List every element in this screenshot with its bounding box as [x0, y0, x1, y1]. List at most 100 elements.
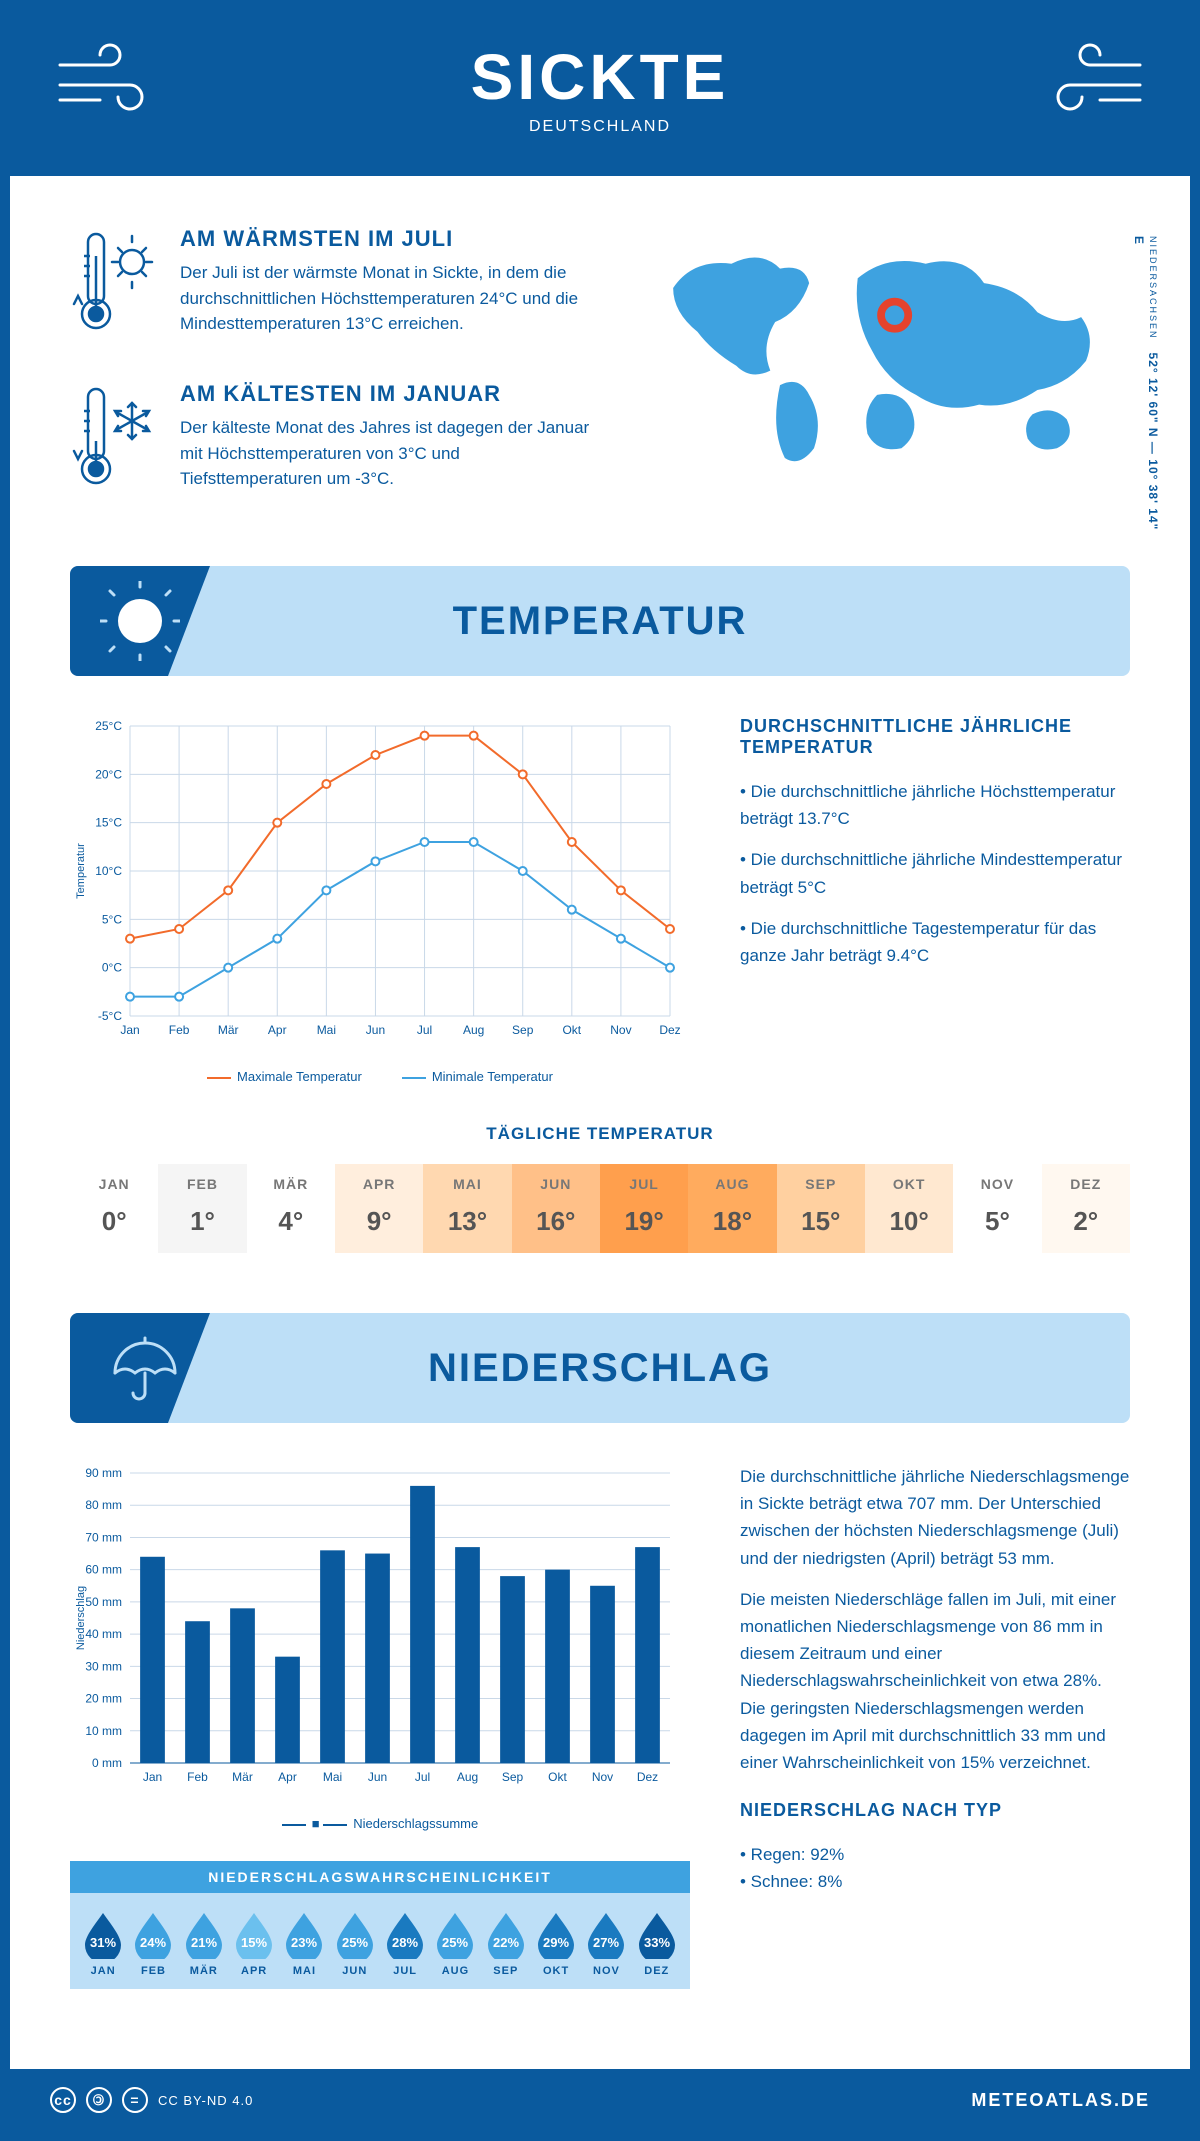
svg-text:20 mm: 20 mm	[85, 1692, 122, 1706]
svg-text:Apr: Apr	[268, 1023, 287, 1037]
svg-text:Jul: Jul	[415, 1770, 430, 1784]
coordinates: NIEDERSACHSEN 52° 12' 60" N — 10° 38' 14…	[1132, 236, 1160, 536]
daily-cell: NOV5°	[953, 1164, 1041, 1253]
svg-text:Nov: Nov	[610, 1023, 631, 1037]
page: SICKTE DEUTSCHLAND AM WÄRMSTEN	[0, 0, 1200, 2141]
svg-text:Jan: Jan	[143, 1770, 162, 1784]
svg-text:Niederschlag: Niederschlag	[75, 1586, 87, 1650]
svg-text:Sep: Sep	[512, 1023, 534, 1037]
section-title: TEMPERATUR	[453, 599, 748, 644]
temperature-row: -5°C0°C5°C10°C15°C20°C25°CJanFebMärAprMa…	[70, 716, 1130, 1084]
svg-text:Mai: Mai	[323, 1770, 342, 1784]
svg-text:22%: 22%	[493, 1935, 519, 1950]
prob-cell: 23%MAI	[279, 1911, 329, 1977]
world-map-icon	[644, 226, 1130, 486]
svg-text:30 mm: 30 mm	[85, 1659, 122, 1673]
chart-legend: ■ Niederschlagssumme	[70, 1816, 690, 1831]
svg-text:Mai: Mai	[317, 1023, 336, 1037]
daily-cell: MAI13°	[423, 1164, 511, 1253]
section-banner-precipitation: NIEDERSCHLAG	[70, 1313, 1130, 1423]
prob-cell: 33%DEZ	[632, 1911, 682, 1977]
svg-text:21%: 21%	[191, 1935, 217, 1950]
svg-text:Sep: Sep	[502, 1770, 524, 1784]
daily-cell: OKT10°	[865, 1164, 953, 1253]
svg-text:0°C: 0°C	[102, 961, 122, 975]
svg-text:Aug: Aug	[463, 1023, 484, 1037]
svg-text:0 mm: 0 mm	[92, 1756, 122, 1770]
svg-text:Feb: Feb	[169, 1023, 190, 1037]
svg-text:Okt: Okt	[548, 1770, 567, 1784]
svg-text:Feb: Feb	[187, 1770, 208, 1784]
svg-text:Jul: Jul	[417, 1023, 432, 1037]
country-label: DEUTSCHLAND	[30, 118, 1170, 136]
footer: cc 🄯 = CC BY-ND 4.0 METEOATLAS.DE	[10, 2069, 1190, 2131]
daily-cell: JUL19°	[600, 1164, 688, 1253]
svg-text:25%: 25%	[342, 1935, 368, 1950]
sun-icon	[100, 581, 180, 661]
svg-text:Okt: Okt	[562, 1023, 581, 1037]
section-banner-temperature: TEMPERATUR	[70, 566, 1130, 676]
daily-temp-title: TÄGLICHE TEMPERATUR	[70, 1124, 1130, 1144]
site-name: METEOATLAS.DE	[971, 2090, 1150, 2111]
svg-text:10 mm: 10 mm	[85, 1724, 122, 1738]
daily-cell: SEP15°	[777, 1164, 865, 1253]
prob-cell: 29%OKT	[531, 1911, 581, 1977]
svg-text:40 mm: 40 mm	[85, 1627, 122, 1641]
section-title: NIEDERSCHLAG	[428, 1346, 772, 1391]
wind-icon	[50, 40, 170, 120]
svg-text:Mär: Mär	[218, 1023, 239, 1037]
svg-text:24%: 24%	[140, 1935, 166, 1950]
precipitation-summary: Die durchschnittliche jährliche Niedersc…	[740, 1463, 1130, 1989]
temperature-summary: DURCHSCHNITTLICHE JÄHRLICHE TEMPERATUR •…	[740, 716, 1130, 1084]
content: AM WÄRMSTEN IM JULI Der Juli ist der wär…	[10, 176, 1190, 2069]
wind-icon	[1030, 40, 1150, 120]
prob-cell: 15%APR	[229, 1911, 279, 1977]
svg-text:Jan: Jan	[120, 1023, 139, 1037]
fact-title: AM WÄRMSTEN IM JULI	[180, 226, 604, 252]
svg-text:Dez: Dez	[659, 1023, 680, 1037]
svg-text:27%: 27%	[593, 1935, 619, 1950]
license: cc 🄯 = CC BY-ND 4.0	[50, 2087, 253, 2113]
svg-text:90 mm: 90 mm	[85, 1466, 122, 1480]
prob-cell: 24%FEB	[128, 1911, 178, 1977]
prob-cell: 28%JUL	[380, 1911, 430, 1977]
prob-cell: 25%AUG	[430, 1911, 480, 1977]
daily-cell: FEB1°	[158, 1164, 246, 1253]
svg-text:70 mm: 70 mm	[85, 1530, 122, 1544]
precipitation-chart: 0 mm10 mm20 mm30 mm40 mm50 mm60 mm70 mm8…	[70, 1463, 690, 1803]
fact-text: Der kälteste Monat des Jahres ist dagege…	[180, 415, 604, 492]
prob-cell: 27%NOV	[581, 1911, 631, 1977]
svg-text:15°C: 15°C	[95, 816, 122, 830]
svg-text:20°C: 20°C	[95, 767, 122, 781]
svg-text:Jun: Jun	[366, 1023, 385, 1037]
by-icon: 🄯	[86, 2087, 112, 2113]
daily-cell: JUN16°	[512, 1164, 600, 1253]
fact-warmest: AM WÄRMSTEN IM JULI Der Juli ist der wär…	[70, 226, 604, 341]
svg-text:23%: 23%	[291, 1935, 317, 1950]
svg-text:50 mm: 50 mm	[85, 1595, 122, 1609]
prob-cell: 25%JUN	[330, 1911, 380, 1977]
page-title: SICKTE	[30, 40, 1170, 114]
fact-title: AM KÄLTESTEN IM JANUAR	[180, 381, 604, 407]
header: SICKTE DEUTSCHLAND	[10, 10, 1190, 176]
temperature-chart: -5°C0°C5°C10°C15°C20°C25°CJanFebMärAprMa…	[70, 716, 690, 1056]
prob-cell: 31%JAN	[78, 1911, 128, 1977]
svg-text:25%: 25%	[442, 1935, 468, 1950]
umbrella-icon	[100, 1328, 180, 1408]
cc-icon: cc	[50, 2087, 76, 2113]
daily-cell: DEZ2°	[1042, 1164, 1130, 1253]
svg-text:28%: 28%	[392, 1935, 418, 1950]
precipitation-probability: NIEDERSCHLAGSWAHRSCHEINLICHKEIT 31%JAN24…	[70, 1861, 690, 1989]
svg-text:33%: 33%	[644, 1935, 670, 1950]
thermometer-hot-icon	[70, 226, 160, 341]
prob-cell: 21%MÄR	[179, 1911, 229, 1977]
prob-cell: 22%SEP	[481, 1911, 531, 1977]
svg-text:Temperatur: Temperatur	[75, 843, 87, 899]
svg-text:15%: 15%	[241, 1935, 267, 1950]
daily-cell: AUG18°	[688, 1164, 776, 1253]
chart-legend: Maximale Temperatur Minimale Temperatur	[70, 1069, 690, 1084]
svg-text:60 mm: 60 mm	[85, 1563, 122, 1577]
svg-text:Aug: Aug	[457, 1770, 478, 1784]
fact-coldest: AM KÄLTESTEN IM JANUAR Der kälteste Mona…	[70, 381, 604, 496]
fact-text: Der Juli ist der wärmste Monat in Sickte…	[180, 260, 604, 337]
